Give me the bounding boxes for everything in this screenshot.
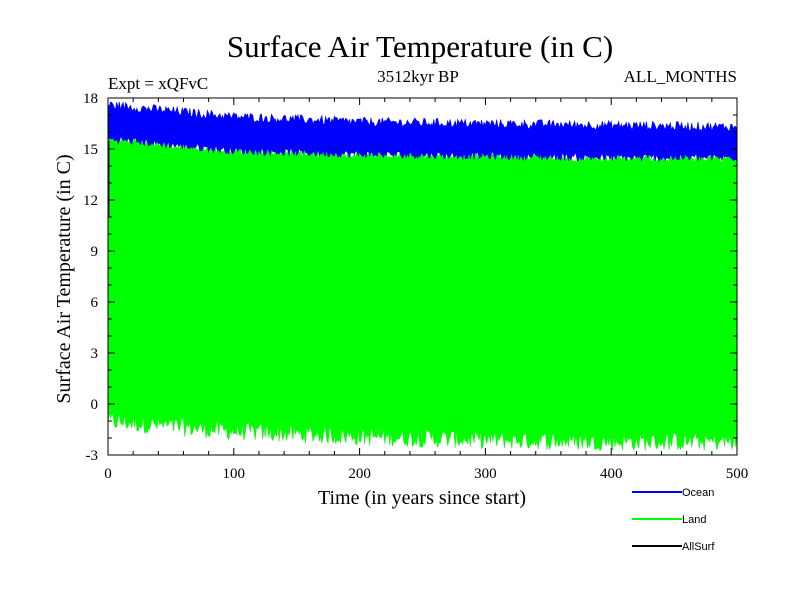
y-tick-label: 15 (83, 142, 98, 158)
x-axis-ticks: 0 100 200 300 400 500 (104, 98, 748, 482)
series-land-band (107, 135, 738, 452)
x-tick-label: 100 (223, 466, 246, 482)
y-tick-label: -3 (86, 448, 99, 464)
y-tick-label: 9 (91, 244, 99, 260)
chart-title: Surface Air Temperature (in C) (227, 29, 613, 64)
plot-area (107, 97, 738, 456)
y-tick-label: 6 (91, 295, 99, 311)
legend-label-allsurf: AllSurf (682, 541, 715, 553)
y-axis-label: Surface Air Temperature (in C) (53, 154, 75, 403)
axes-frame (107, 97, 738, 456)
y-tick-label: 12 (83, 193, 98, 209)
x-tick-label: 400 (600, 466, 623, 482)
y-tick-label: 18 (83, 91, 98, 107)
legend: Ocean Land AllSurf (632, 487, 715, 553)
x-tick-label: 500 (726, 466, 749, 482)
x-tick-label: 300 (474, 466, 497, 482)
x-tick-label: 0 (104, 466, 112, 482)
legend-label-ocean: Ocean (682, 487, 714, 499)
x-tick-label: 200 (348, 466, 371, 482)
y-axis-ticks: -3 0 3 6 9 12 15 18 (83, 91, 737, 464)
experiment-label: Expt = xQFvC (108, 74, 208, 93)
y-tick-label: 3 (91, 346, 99, 362)
legend-label-land: Land (682, 514, 706, 526)
chart-subtitle: 3512kyr BP (377, 67, 459, 86)
y-tick-label: 0 (91, 397, 99, 413)
x-axis-label: Time (in years since start) (318, 487, 526, 509)
months-label: ALL_MONTHS (624, 67, 737, 86)
